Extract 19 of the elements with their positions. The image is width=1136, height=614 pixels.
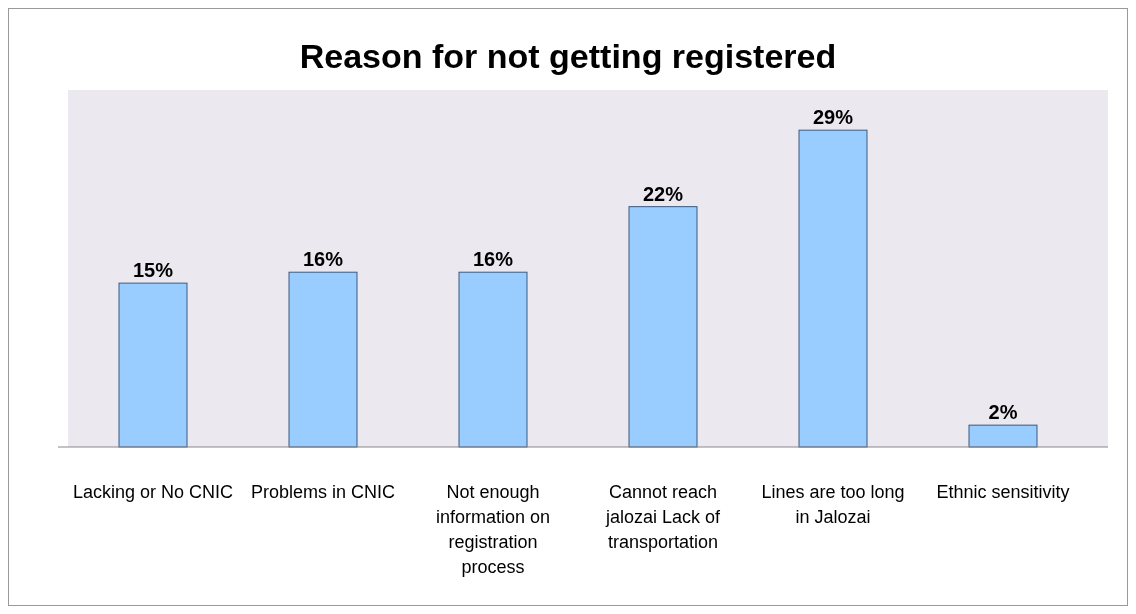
bar xyxy=(288,271,358,448)
x-tick-label: Lines are too long in Jalozai xyxy=(761,482,905,527)
data-label: 2% xyxy=(988,401,1018,424)
x-tick-label: Lacking or No CNIC xyxy=(72,482,234,502)
data-label: 15% xyxy=(132,259,174,282)
bar xyxy=(798,129,868,448)
x-tick-label: Cannot reach jalozai Lack of transportation xyxy=(604,482,722,552)
x-tick-label: Not enough information on registration process xyxy=(435,482,551,577)
bar xyxy=(458,271,528,448)
x-tick-label: Ethnic sensitivity xyxy=(936,482,1070,502)
data-label: 16% xyxy=(302,248,344,271)
x-tick-label: Problems in CNIC xyxy=(250,482,396,502)
data-label: 22% xyxy=(642,182,684,205)
data-label: 29% xyxy=(812,106,854,129)
chart-title: Reason for not getting registered xyxy=(299,37,837,75)
bar xyxy=(968,424,1038,448)
bar xyxy=(628,206,698,448)
bar xyxy=(118,282,188,448)
data-label: 16% xyxy=(472,248,514,271)
